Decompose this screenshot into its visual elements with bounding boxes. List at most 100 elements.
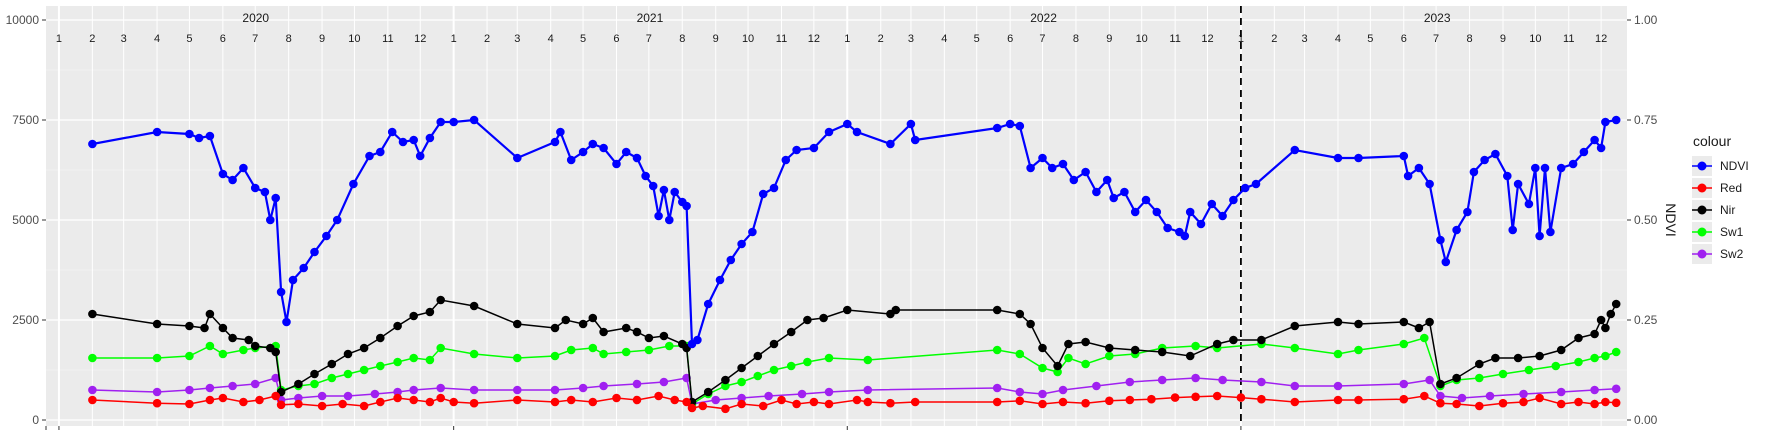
data-point-ndvi bbox=[1469, 167, 1479, 177]
data-point-nir bbox=[327, 359, 337, 369]
month-label: 5 bbox=[974, 33, 980, 45]
data-point-ndvi bbox=[398, 137, 408, 147]
data-point-ndvi bbox=[349, 179, 358, 189]
data-point-nir bbox=[1212, 339, 1222, 349]
month-label: 11 bbox=[776, 33, 787, 45]
y-tick-label: 2500 bbox=[12, 313, 39, 327]
data-point-nir bbox=[1452, 373, 1461, 383]
data-point-red bbox=[1436, 398, 1445, 408]
data-point-nir bbox=[205, 309, 215, 319]
data-point-red bbox=[632, 395, 642, 405]
data-point-ndvi bbox=[513, 153, 522, 163]
data-point-nir bbox=[550, 323, 560, 333]
data-point-sw1 bbox=[152, 353, 162, 363]
data-point-nir bbox=[599, 327, 608, 337]
data-point-nir bbox=[1399, 317, 1409, 327]
data-point-sw2 bbox=[152, 387, 162, 397]
data-point-sw1 bbox=[621, 347, 631, 357]
data-point-ndvi bbox=[809, 143, 819, 153]
data-point-ndvi bbox=[612, 159, 621, 169]
data-point-ndvi bbox=[781, 155, 791, 165]
data-point-sw2 bbox=[393, 387, 402, 397]
data-point-ndvi bbox=[1403, 171, 1413, 181]
data-point-nir bbox=[88, 309, 97, 319]
month-label: 6 bbox=[613, 33, 619, 45]
data-point-nir bbox=[200, 323, 209, 333]
month-label: 9 bbox=[713, 33, 719, 45]
data-point-ndvi bbox=[992, 123, 1002, 133]
month-label: 12 bbox=[808, 33, 820, 45]
series-red bbox=[88, 391, 1621, 414]
data-point-sw2 bbox=[659, 377, 669, 387]
data-point-sw2 bbox=[1333, 381, 1343, 391]
month-label: 12 bbox=[1201, 33, 1213, 45]
data-point-ndvi bbox=[588, 139, 598, 149]
data-point-red bbox=[1290, 397, 1300, 407]
data-point-ndvi bbox=[1229, 195, 1238, 205]
data-point-ndvi bbox=[1120, 187, 1129, 197]
data-point-ndvi bbox=[322, 231, 331, 241]
data-point-sw2 bbox=[632, 379, 642, 389]
data-point-sw1 bbox=[566, 345, 576, 355]
data-point-sw2 bbox=[88, 385, 97, 395]
data-point-ndvi bbox=[715, 275, 725, 285]
data-point-sw1 bbox=[803, 357, 812, 367]
data-point-nir bbox=[786, 327, 796, 337]
data-point-nir bbox=[1064, 339, 1073, 349]
data-point-ndvi bbox=[1251, 179, 1261, 189]
data-point-nir bbox=[769, 339, 779, 349]
data-point-ndvi bbox=[1452, 225, 1461, 235]
data-point-nir bbox=[621, 323, 631, 333]
plot-panel bbox=[46, 6, 1627, 426]
data-point-ndvi bbox=[469, 115, 479, 125]
data-point-sw2 bbox=[469, 385, 479, 395]
data-point-sw2 bbox=[797, 389, 807, 399]
data-point-ndvi bbox=[1531, 163, 1540, 173]
data-point-red bbox=[1081, 398, 1090, 408]
month-label: 7 bbox=[252, 33, 258, 45]
data-point-sw1 bbox=[343, 369, 353, 379]
legend-label-nir: Nir bbox=[1720, 203, 1735, 217]
data-point-nir bbox=[737, 363, 746, 373]
data-point-red bbox=[852, 395, 862, 405]
data-point-ndvi bbox=[748, 227, 757, 237]
data-point-ndvi bbox=[1163, 223, 1172, 233]
month-label: 11 bbox=[1169, 33, 1180, 45]
data-point-red bbox=[1125, 395, 1135, 405]
data-point-red bbox=[1015, 396, 1025, 406]
data-point-red bbox=[376, 397, 385, 407]
data-point-ndvi bbox=[1185, 207, 1195, 217]
data-point-ndvi bbox=[152, 127, 162, 137]
data-point-nir bbox=[819, 313, 828, 323]
data-point-nir bbox=[218, 323, 228, 333]
data-point-red bbox=[88, 395, 97, 405]
data-point-red bbox=[1212, 391, 1222, 401]
data-point-sw1 bbox=[376, 361, 385, 371]
data-point-nir bbox=[1590, 329, 1599, 339]
data-point-ndvi bbox=[1414, 163, 1424, 173]
data-point-sw1 bbox=[588, 343, 598, 353]
data-point-nir bbox=[1229, 335, 1238, 345]
month-label: 6 bbox=[1007, 33, 1013, 45]
data-point-sw1 bbox=[1601, 351, 1610, 361]
data-point-nir bbox=[294, 379, 303, 389]
data-point-ndvi bbox=[769, 183, 779, 193]
data-point-red bbox=[1611, 398, 1621, 408]
data-point-red bbox=[670, 395, 679, 405]
month-label: 10 bbox=[1136, 33, 1148, 45]
data-point-red bbox=[1038, 399, 1047, 409]
data-point-sw2 bbox=[436, 383, 446, 393]
data-point-sw1 bbox=[786, 361, 796, 371]
data-point-red bbox=[721, 404, 730, 414]
data-point-nir bbox=[1414, 323, 1424, 333]
data-point-ndvi bbox=[659, 185, 669, 195]
data-point-ndvi bbox=[1333, 153, 1343, 163]
data-point-sw2 bbox=[228, 381, 237, 391]
data-point-red bbox=[550, 397, 560, 407]
month-label: 12 bbox=[414, 33, 426, 45]
data-point-ndvi bbox=[271, 193, 281, 203]
y2-tick-label: 0.50 bbox=[1634, 213, 1658, 227]
data-point-red bbox=[737, 399, 746, 409]
data-point-red bbox=[687, 403, 697, 413]
